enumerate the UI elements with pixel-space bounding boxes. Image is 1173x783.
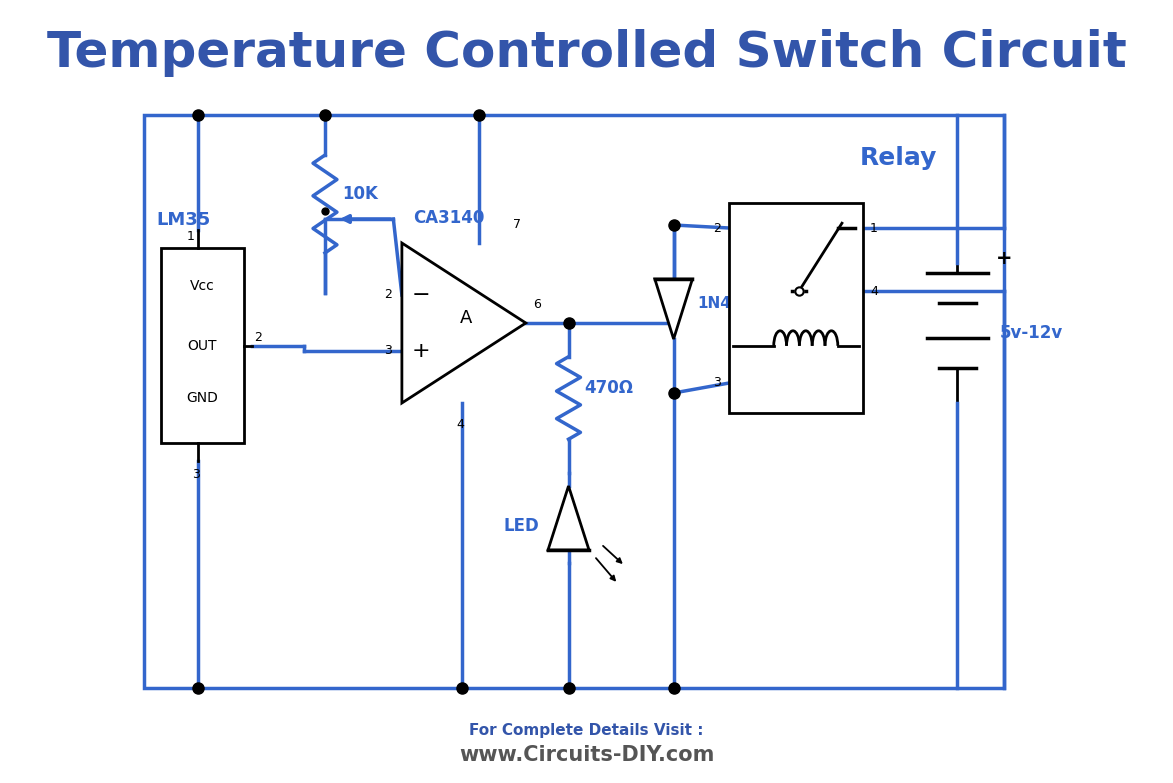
Text: 4: 4: [870, 285, 879, 298]
Text: CA3140: CA3140: [413, 209, 484, 227]
Text: 1: 1: [870, 222, 879, 235]
Text: OUT: OUT: [188, 338, 217, 352]
Text: 2: 2: [384, 288, 392, 301]
Text: A: A: [460, 309, 473, 327]
Text: 10K: 10K: [343, 185, 378, 203]
Bar: [730, 203, 863, 413]
Text: www.Circuits-DIY.com: www.Circuits-DIY.com: [459, 745, 714, 765]
Text: 4: 4: [456, 418, 465, 431]
Polygon shape: [402, 243, 526, 403]
Polygon shape: [548, 486, 589, 550]
Text: 1: 1: [187, 229, 195, 243]
Text: 3: 3: [192, 468, 201, 481]
Text: Relay: Relay: [860, 146, 937, 170]
Text: Temperature Controlled Switch Circuit: Temperature Controlled Switch Circuit: [47, 29, 1126, 77]
Text: For Complete Details Visit :: For Complete Details Visit :: [469, 723, 704, 738]
Text: LED: LED: [503, 517, 540, 535]
Text: 2: 2: [713, 222, 720, 234]
Text: 470Ω: 470Ω: [584, 379, 633, 397]
Text: 1N4007: 1N4007: [698, 297, 764, 312]
Text: 5v-12v: 5v-12v: [1001, 324, 1063, 342]
Text: 3: 3: [713, 377, 720, 389]
Bar: [161, 248, 244, 443]
Text: 2: 2: [255, 331, 262, 344]
Text: −: −: [412, 285, 430, 305]
Text: +: +: [996, 248, 1012, 268]
Text: LM35: LM35: [157, 211, 211, 229]
Text: GND: GND: [187, 391, 218, 405]
Polygon shape: [655, 279, 692, 339]
Text: Vcc: Vcc: [190, 279, 215, 293]
Text: 6: 6: [533, 298, 541, 312]
Text: 7: 7: [513, 218, 521, 232]
Text: 3: 3: [384, 345, 392, 358]
Text: +: +: [412, 341, 430, 361]
